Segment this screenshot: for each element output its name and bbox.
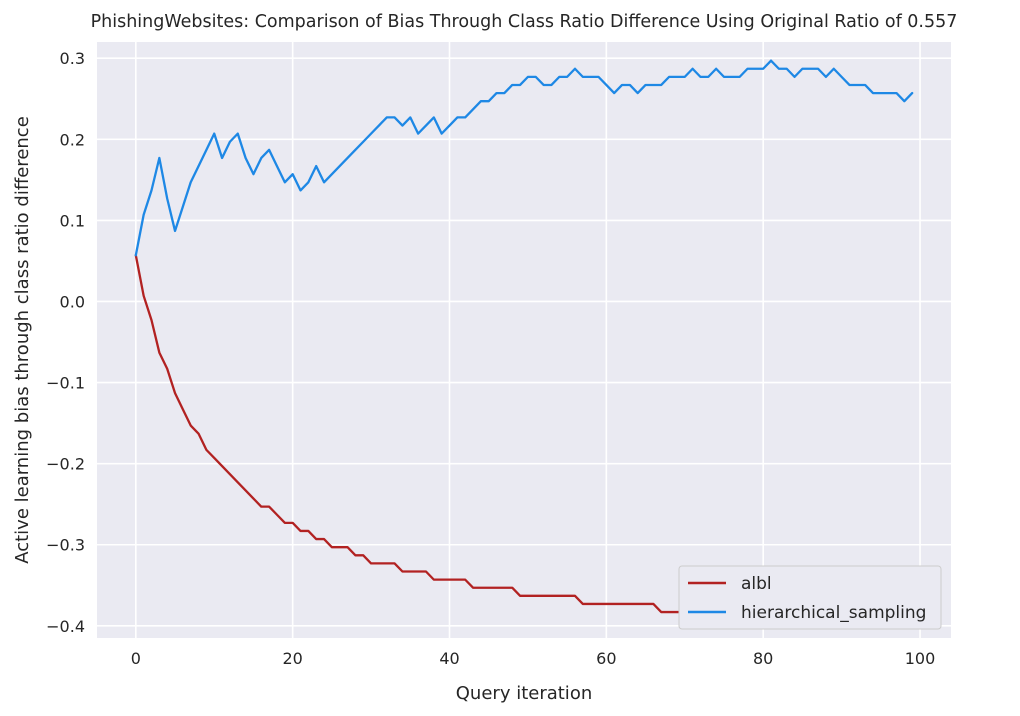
legend-label-hierarchical-sampling: hierarchical_sampling [741, 603, 926, 623]
x-tick-label: 0 [131, 649, 141, 668]
y-tick-label: −0.2 [46, 455, 85, 474]
legend-box [678, 565, 942, 630]
y-tick-label: 0.3 [60, 49, 85, 68]
tick-labels: 0 20 40 60 80 100 −0.4 −0.3 −0.2 −0.1 0.0 0.1 0.2 0.3 [46, 49, 935, 668]
legend-label-albl: albl [741, 574, 772, 594]
grid [97, 42, 951, 638]
x-tick-label: 100 [905, 649, 936, 668]
y-axis-label: Active learning bias through class ratio… [12, 116, 33, 564]
series-line-hierarchical-sampling [134, 59, 914, 257]
x-axis-label: Query iteration [456, 683, 592, 704]
plot-area [97, 42, 951, 638]
x-tick-label: 60 [596, 649, 616, 668]
y-tick-label: −0.4 [46, 617, 85, 636]
legend: albl hierarchical_sampling [678, 565, 942, 630]
y-tick-label: −0.1 [46, 374, 85, 393]
x-tick-label: 40 [439, 649, 459, 668]
x-tick-label: 80 [753, 649, 773, 668]
y-tick-label: 0.0 [60, 292, 85, 311]
y-tick-label: −0.3 [46, 536, 85, 555]
y-tick-label: 0.2 [60, 130, 85, 149]
y-tick-label: 0.1 [60, 211, 85, 230]
x-tick-label: 20 [282, 649, 302, 668]
chart-title: PhishingWebsites: Comparison of Bias Thr… [91, 12, 958, 32]
